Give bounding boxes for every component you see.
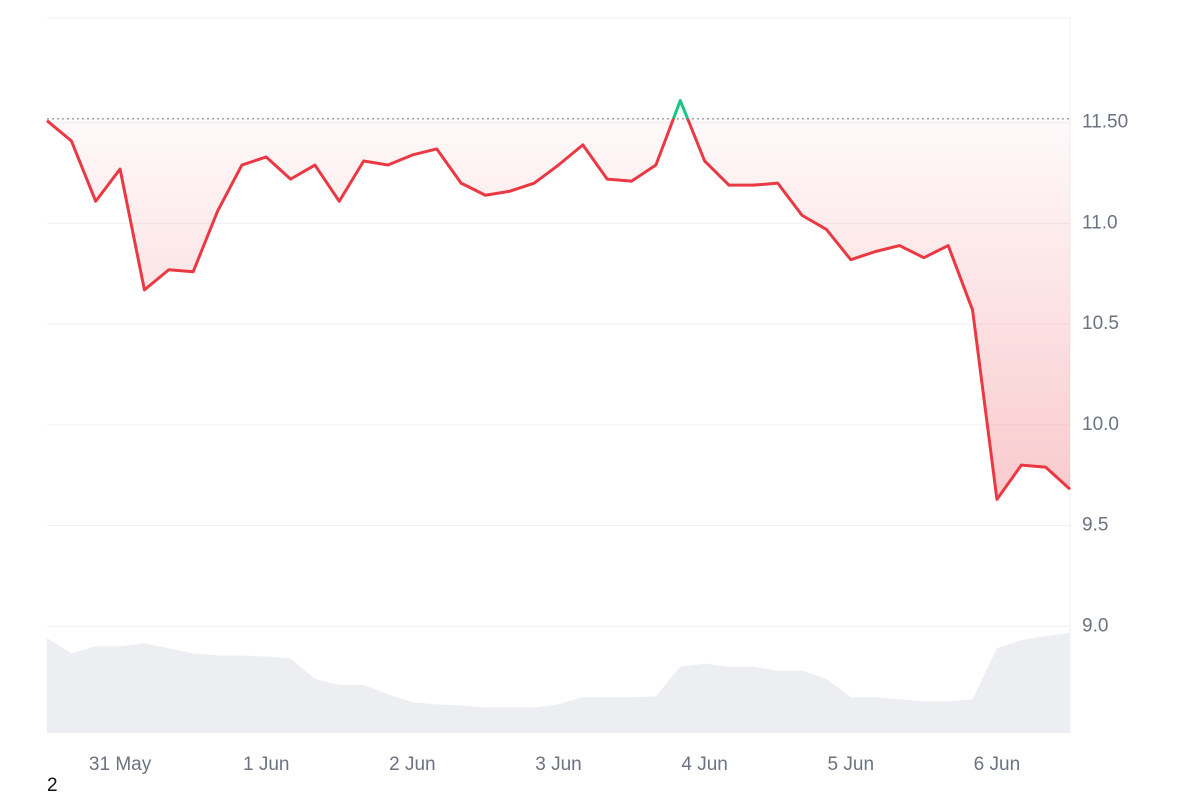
price-line — [46, 99, 1072, 501]
x-tick-label: 31 May — [89, 754, 152, 775]
area-fill — [47, 118, 1070, 500]
y-tick-label: 10.5 — [1082, 313, 1119, 334]
x-tick-label: 5 Jun — [828, 754, 874, 775]
x-tick-label: 3 Jun — [535, 754, 581, 775]
y-tick-label: 9.5 — [1082, 515, 1108, 536]
y-tick-label: 9.0 — [1082, 615, 1108, 636]
x-tick-label: 1 Jun — [243, 754, 289, 775]
x-tick-label: 6 Jun — [974, 754, 1020, 775]
y-tick-label: 11.50 — [1082, 112, 1128, 133]
y-tick-label: 10.0 — [1082, 414, 1119, 435]
page-note: 2 — [47, 775, 58, 796]
x-tick-label: 4 Jun — [681, 754, 727, 775]
y-tick-label: 11.0 — [1082, 212, 1118, 233]
volume-area — [47, 633, 1070, 733]
x-tick-label: 2 Jun — [389, 754, 435, 775]
